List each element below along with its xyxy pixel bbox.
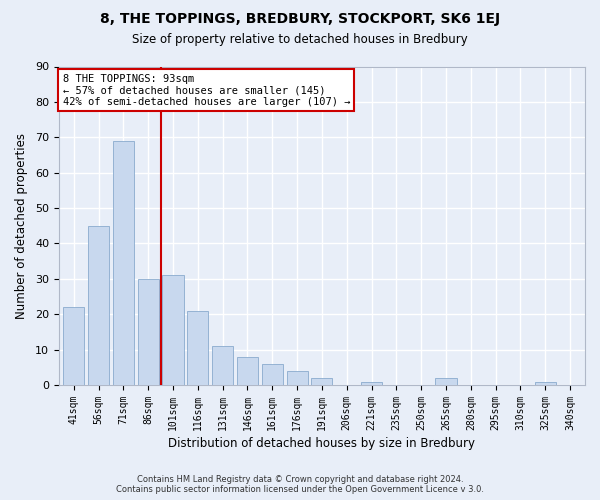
X-axis label: Distribution of detached houses by size in Bredbury: Distribution of detached houses by size …	[169, 437, 475, 450]
Text: Contains public sector information licensed under the Open Government Licence v : Contains public sector information licen…	[116, 485, 484, 494]
Bar	[88, 226, 109, 385]
Bar	[137, 279, 158, 385]
Text: 8, THE TOPPINGS, BREDBURY, STOCKPORT, SK6 1EJ: 8, THE TOPPINGS, BREDBURY, STOCKPORT, SK…	[100, 12, 500, 26]
Y-axis label: Number of detached properties: Number of detached properties	[15, 133, 28, 319]
Bar	[262, 364, 283, 385]
Bar	[287, 371, 308, 385]
Text: Contains HM Land Registry data © Crown copyright and database right 2024.: Contains HM Land Registry data © Crown c…	[137, 475, 463, 484]
Bar	[187, 310, 208, 385]
Bar	[361, 382, 382, 385]
Bar	[535, 382, 556, 385]
Bar	[237, 357, 258, 385]
Bar	[436, 378, 457, 385]
Text: 8 THE TOPPINGS: 93sqm
← 57% of detached houses are smaller (145)
42% of semi-det: 8 THE TOPPINGS: 93sqm ← 57% of detached …	[62, 74, 350, 107]
Bar	[212, 346, 233, 385]
Bar	[311, 378, 332, 385]
Text: Size of property relative to detached houses in Bredbury: Size of property relative to detached ho…	[132, 32, 468, 46]
Bar	[163, 276, 184, 385]
Bar	[113, 141, 134, 385]
Bar	[63, 307, 84, 385]
